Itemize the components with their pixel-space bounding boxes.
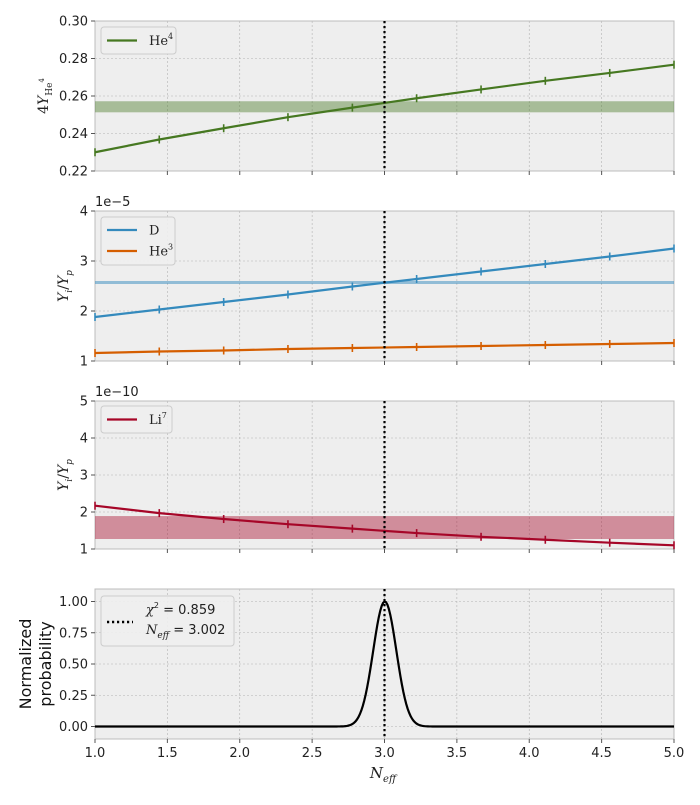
legend-label: He4	[149, 32, 173, 49]
y-axis-label: Yi/Yp	[56, 270, 75, 302]
x-tick-label: 3.5	[447, 746, 468, 761]
y-axis-label: Yi/Yp	[56, 459, 75, 491]
y-tick-label: 0.24	[59, 127, 88, 142]
y-tick-label: 5	[80, 395, 88, 410]
x-tick-label: 4.0	[519, 746, 540, 761]
legend-label: Li7	[149, 411, 167, 428]
legend-chi2-label: χ2 = 0.859	[145, 601, 215, 618]
series-line-probability	[95, 600, 674, 728]
y-tick-label: 4	[80, 432, 88, 447]
y-tick-label: 0.28	[59, 52, 88, 67]
legend-he4	[100, 26, 177, 55]
y-tick-label: 0.75	[59, 626, 88, 641]
y-tick-label: 3	[80, 255, 88, 270]
panel-probability: 0.00 0.25 0.50 0.75 1.00 1.0 1.5 2.0 2.5 3.0 3.5 4.…	[59, 588, 685, 761]
y-axis-label-line1: Normalized	[16, 619, 35, 710]
legend-entry-d: D	[107, 224, 159, 239]
y-tick-label: 0.30	[59, 15, 88, 30]
x-tick-label: 5.0	[664, 746, 685, 761]
x-tick-label: 1.0	[85, 746, 106, 761]
legend-text: χ2 = 0.859 Neff = 3.002	[145, 601, 225, 641]
axis-offset-label: 1e−10	[95, 385, 139, 400]
y-tick-label: 0.26	[59, 90, 88, 105]
legend-entry-li7: Li7	[107, 411, 167, 428]
y-tick-label: 0.50	[59, 658, 88, 673]
y-tick-label: 1.00	[59, 595, 88, 610]
legend-label: He3	[149, 243, 173, 260]
panel-helium-4: 0.22 0.24 0.26 0.28 0.30	[59, 15, 675, 180]
x-axis-label: Neff	[369, 764, 398, 785]
panel-deuterium-helium3: 1 2 3 4 1e−5	[80, 195, 675, 370]
y-axis-label-line2: probability	[36, 621, 55, 706]
legend-entry-he4: He4	[107, 32, 173, 49]
legend-label: D	[149, 224, 159, 239]
y-tick-label: 0.00	[59, 720, 88, 735]
y-axis-label: 4YHe4	[36, 78, 55, 114]
x-tick-label: 3.0	[374, 746, 395, 761]
y-tick-label: 3	[80, 469, 88, 484]
legend-probability	[100, 595, 235, 647]
y-tick-label: 4	[80, 205, 88, 220]
x-tick-label: 4.5	[591, 746, 612, 761]
axis-offset-label: 1e−5	[95, 195, 130, 210]
legend-neff-label: Neff = 3.002	[145, 623, 225, 641]
y-tick-label: 0.22	[59, 165, 88, 180]
y-tick-label: 2	[80, 506, 88, 521]
x-tick-label: 1.5	[157, 746, 178, 761]
y-tick-label: 1	[80, 355, 88, 370]
y-tick-label: 2	[80, 305, 88, 320]
series-line	[94, 504, 675, 547]
series-li7	[94, 501, 675, 550]
x-tick-label: 2.0	[229, 746, 250, 761]
x-tick-label: 2.5	[302, 746, 323, 761]
y-tick-label: 0.25	[59, 689, 88, 704]
panel-lithium-7: 1 2 3 4 5 1e−10	[80, 385, 675, 558]
y-tick-label: 1	[80, 543, 88, 558]
legend-entry-he3: He3	[107, 243, 173, 260]
